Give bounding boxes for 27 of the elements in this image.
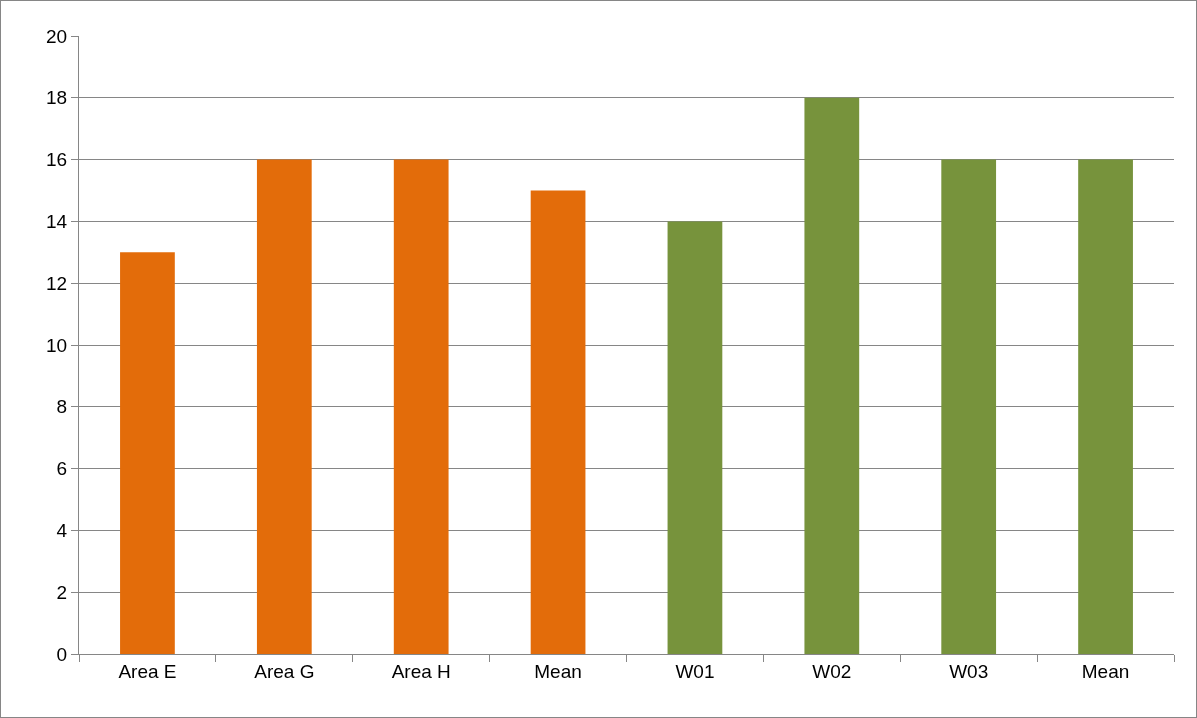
bar	[393, 159, 449, 654]
x-tick-label: W02	[812, 660, 852, 682]
y-tick-label: 0	[56, 643, 68, 665]
bar	[120, 252, 175, 654]
bar	[256, 159, 312, 654]
x-tick-label: W03	[949, 660, 989, 682]
y-tick-label: 16	[46, 149, 68, 171]
x-tick-label: Area G	[254, 660, 315, 682]
bar	[667, 221, 723, 654]
x-tick-label: Area E	[118, 660, 177, 682]
x-tick-label: Mean	[1081, 660, 1130, 682]
bar	[530, 190, 586, 654]
y-tick-label: 18	[46, 87, 68, 109]
bar	[1078, 159, 1133, 654]
y-tick-label: 10	[46, 334, 68, 356]
x-tick-label: W01	[675, 660, 715, 682]
y-tick-label: 8	[56, 396, 68, 418]
x-tick-label: Mean	[534, 660, 582, 682]
bar	[941, 159, 997, 654]
y-tick-label: 12	[46, 272, 68, 294]
bar	[804, 97, 860, 654]
y-tick-label: 6	[56, 458, 68, 480]
y-tick-label: 4	[56, 520, 68, 542]
y-tick-label: 2	[56, 581, 68, 603]
y-tick-label: 20	[46, 25, 68, 47]
y-tick-label: 14	[46, 211, 68, 233]
x-tick-label: Area H	[391, 660, 451, 682]
